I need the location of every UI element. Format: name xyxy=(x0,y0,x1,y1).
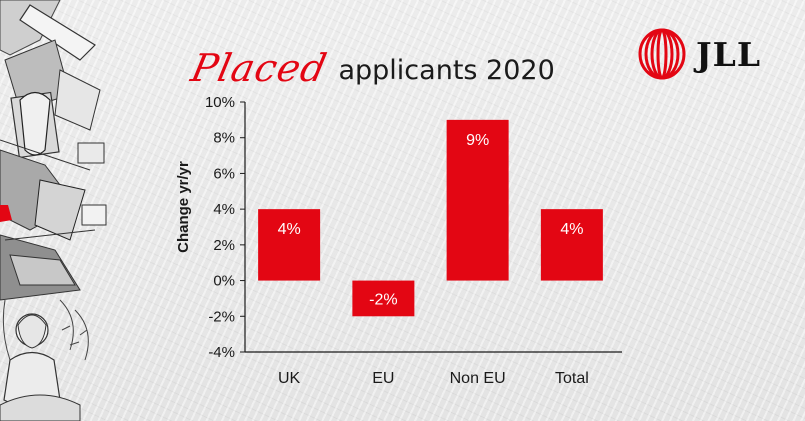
x-category-label: EU xyxy=(372,370,394,387)
bar-total xyxy=(540,209,603,281)
bar-eu xyxy=(352,280,415,317)
bar-uk xyxy=(258,209,321,281)
y-tick-label: -4% xyxy=(208,344,235,361)
y-tick-label: 4% xyxy=(213,201,235,218)
y-tick-label: 6% xyxy=(213,165,235,182)
y-axis-label: Change yr/yr xyxy=(175,161,192,253)
bar-data-label: 9% xyxy=(466,132,489,149)
jll-logo-icon xyxy=(638,28,686,80)
x-category-label: Total xyxy=(555,370,589,387)
y-tick-label: 10% xyxy=(205,94,235,111)
title-rest: applicants 2020 xyxy=(338,55,555,86)
y-tick-label: 0% xyxy=(213,273,235,290)
jll-logo: JLL xyxy=(636,28,761,80)
bar-data-label: -2% xyxy=(369,291,397,308)
y-tick-label: 2% xyxy=(213,237,235,254)
bar-data-label: 4% xyxy=(278,221,301,238)
bar-data-label: 4% xyxy=(560,221,583,238)
decorative-collage xyxy=(0,0,107,421)
x-category-label: Non EU xyxy=(450,370,506,387)
x-category-label: UK xyxy=(278,370,301,387)
y-tick-label: 8% xyxy=(213,130,235,147)
jll-wordmark: JLL xyxy=(696,34,762,74)
y-tick-label: -2% xyxy=(208,308,235,325)
chart-title: Placed applicants 2020 xyxy=(187,30,555,90)
bar-non-eu xyxy=(446,119,509,281)
